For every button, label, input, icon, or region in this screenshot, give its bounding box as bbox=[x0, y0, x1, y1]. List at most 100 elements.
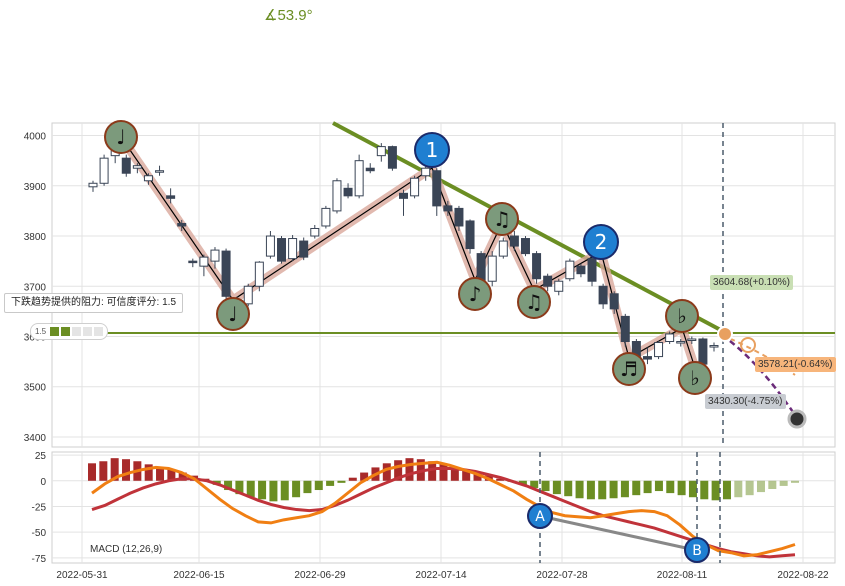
macd-histogram-bar bbox=[745, 480, 754, 496]
candle-body bbox=[188, 260, 198, 264]
marker-glyph: ♫ bbox=[493, 207, 511, 231]
macd-histogram-bar bbox=[541, 480, 550, 492]
candle-body bbox=[299, 240, 309, 258]
macd-histogram-bar bbox=[654, 480, 663, 492]
candle-body bbox=[642, 356, 652, 360]
marker-glyph: ♭ bbox=[690, 366, 699, 390]
macd-tick-label: -75 bbox=[32, 554, 47, 565]
marker-circle bbox=[216, 297, 250, 331]
macd-histogram-bar bbox=[337, 480, 346, 483]
macd-histogram-bar bbox=[473, 472, 482, 481]
x-tick-label: 2022-08-22 bbox=[777, 570, 829, 581]
marker-circle bbox=[458, 277, 492, 311]
candle-body bbox=[376, 146, 386, 157]
marker-circle bbox=[583, 224, 619, 260]
macd-histogram-bar bbox=[791, 480, 799, 483]
marker-glyph: ♩ bbox=[116, 125, 125, 149]
candle-body bbox=[310, 227, 320, 237]
candle-body bbox=[99, 157, 109, 184]
macd-histogram-bar bbox=[462, 469, 471, 481]
macd-histogram-bar bbox=[394, 460, 403, 481]
macd-histogram-bar bbox=[99, 461, 108, 481]
macd-histogram-bar bbox=[280, 480, 289, 501]
divergence-line bbox=[539, 514, 696, 552]
macd-histogram-bar bbox=[292, 480, 301, 498]
candle-body bbox=[454, 207, 464, 227]
price-tick-label: 4000 bbox=[24, 132, 47, 143]
candle-body bbox=[354, 160, 364, 197]
score-square bbox=[94, 327, 104, 337]
candle-body bbox=[476, 253, 486, 282]
candle-body bbox=[598, 285, 608, 305]
score-value: 1.5 bbox=[35, 327, 47, 336]
macd-histogram-bar bbox=[756, 480, 765, 493]
macd-line bbox=[91, 460, 796, 558]
candle-body bbox=[210, 249, 220, 262]
price-tick-label: 3900 bbox=[24, 182, 47, 193]
macd-panel-frame bbox=[51, 451, 836, 564]
candle-body bbox=[687, 338, 697, 342]
marker-circle bbox=[104, 120, 138, 154]
macd-histogram-bar bbox=[552, 480, 561, 495]
price-panel-frame bbox=[51, 122, 836, 448]
candle-body bbox=[121, 157, 131, 174]
macd-tick-label: 25 bbox=[35, 451, 47, 462]
x-tick-label: 2022-07-14 bbox=[415, 570, 467, 581]
chart-markers: ♩ ♩ 1 ♪ ♫ ♫ 2 ♬ ♭ ♭ A B bbox=[104, 120, 712, 563]
macd-histogram-bar bbox=[178, 472, 187, 481]
score-square bbox=[50, 327, 60, 337]
candle-body bbox=[498, 240, 508, 257]
macd-histogram-bar bbox=[450, 467, 459, 481]
macd-lines bbox=[91, 452, 796, 563]
candle-body bbox=[543, 275, 553, 287]
macd-histogram-bar bbox=[496, 478, 505, 481]
forecast-label-upper: 3604.68(+0.10%) bbox=[710, 275, 794, 290]
price-tick-label: 3800 bbox=[24, 232, 47, 243]
marker-glyph: B bbox=[692, 543, 702, 559]
x-tick-label: 2022-05-31 bbox=[56, 570, 108, 581]
marker-circle bbox=[517, 285, 551, 319]
candle-body bbox=[143, 175, 153, 182]
macd-histogram-bar bbox=[224, 480, 233, 491]
macd-histogram-bar bbox=[575, 480, 584, 499]
candle-body bbox=[132, 165, 142, 169]
macd-histogram-bar bbox=[314, 480, 323, 491]
macd-histogram-bar bbox=[688, 480, 697, 498]
candle-body bbox=[465, 220, 475, 250]
macd-histogram-bar bbox=[620, 480, 629, 498]
marker-glyph: ♪ bbox=[469, 282, 482, 306]
candle-body bbox=[432, 170, 442, 207]
confidence-score-pill[interactable]: 1.5 bbox=[30, 323, 109, 340]
candle-body bbox=[443, 205, 453, 212]
price-grid bbox=[51, 122, 836, 448]
candle-body bbox=[654, 342, 664, 358]
candle-body bbox=[343, 187, 353, 197]
x-tick-label: 2022-06-15 bbox=[173, 570, 225, 581]
price-tick-label: 3700 bbox=[24, 282, 47, 293]
candle-body bbox=[620, 315, 630, 343]
score-square bbox=[72, 327, 82, 337]
macd-histogram-bar bbox=[586, 480, 595, 500]
price-overlays bbox=[52, 121, 835, 447]
projection-end-dot bbox=[787, 409, 807, 429]
macd-histogram-bar bbox=[258, 480, 267, 500]
projection-start-dot bbox=[717, 326, 733, 342]
candle-body bbox=[520, 238, 530, 255]
macd-histogram-bar bbox=[144, 464, 153, 481]
candle-body bbox=[221, 250, 231, 297]
x-tick-label: 2022-07-28 bbox=[536, 570, 588, 581]
marker-glyph: ♬ bbox=[620, 357, 638, 381]
candle-body bbox=[365, 167, 375, 172]
macd-histogram-bar bbox=[326, 480, 335, 486]
macd-histogram-bar bbox=[428, 461, 437, 481]
macd-histogram-bar bbox=[609, 480, 618, 499]
marker-glyph: ♫ bbox=[525, 290, 543, 314]
trend-angle-label: ∡53.9° bbox=[264, 7, 313, 24]
marker-circle bbox=[612, 352, 646, 386]
macd-tick-label: -25 bbox=[32, 502, 47, 513]
marker-circle bbox=[414, 132, 450, 168]
marker-circle bbox=[678, 361, 712, 395]
candle-body bbox=[254, 261, 264, 287]
candle-body bbox=[421, 167, 431, 177]
